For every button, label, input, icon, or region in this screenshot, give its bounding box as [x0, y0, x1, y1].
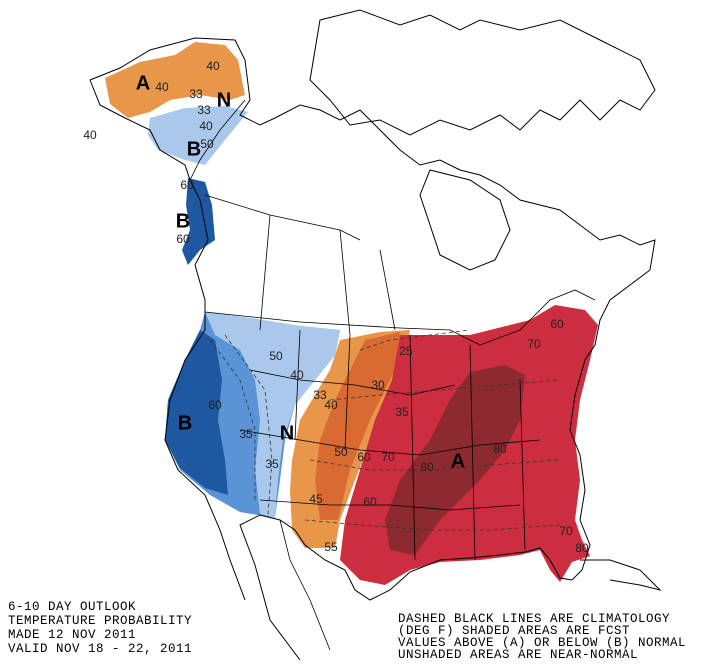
title-line: 6-10 DAY OUTLOOK	[8, 600, 136, 614]
contour-label: 70	[381, 450, 395, 464]
contour-label: 80	[493, 442, 507, 456]
coastline	[89, 37, 656, 661]
above-area	[105, 42, 245, 118]
contour-label: 35	[265, 457, 279, 471]
note-line: UNSHADED AREAS ARE NEAR-NORMAL	[398, 648, 638, 662]
contour-label: 80	[420, 460, 434, 474]
contour-label: 25	[399, 344, 413, 358]
above-area	[315, 332, 400, 520]
region-letters: A N B B B N A	[136, 72, 465, 472]
border	[239, 214, 541, 651]
contour-label: 70	[559, 524, 573, 538]
contour-label: 50	[334, 445, 348, 459]
contour-label: 33	[197, 103, 211, 117]
shaded-areas	[105, 42, 598, 585]
contour-label: 33	[313, 388, 327, 402]
contour-label: 40	[199, 119, 213, 133]
climatology-lines	[209, 329, 561, 531]
contour-label: 60	[180, 178, 194, 192]
title-line: MADE 12 NOV 2011	[8, 628, 136, 642]
contour-label: 60	[363, 495, 377, 509]
contour-label: 60	[550, 317, 564, 331]
below-area	[148, 106, 248, 165]
title-line: VALID NOV 18 - 22, 2011	[8, 642, 192, 656]
below-area	[205, 312, 340, 518]
contour-label: 40	[155, 80, 169, 94]
note-line: DASHED BLACK LINES ARE CLIMATOLOGY	[398, 612, 670, 626]
contour-label: 40	[83, 128, 97, 142]
title-block: 6-10 DAY OUTLOOK TEMPERATURE PROBABILITY…	[8, 600, 192, 656]
region-letter: B	[176, 210, 190, 232]
contour-label: 60	[176, 232, 190, 246]
coastline	[580, 559, 662, 591]
contour-label: 80	[575, 541, 589, 555]
region-letter: N	[280, 422, 294, 444]
contour-label: 60	[357, 450, 371, 464]
contour-label: 35	[395, 405, 409, 419]
contour-label: 35	[239, 427, 253, 441]
region-letter: B	[178, 412, 192, 434]
contour-label: 33	[189, 87, 203, 101]
note-line: VALUES ABOVE (A) OR BELOW (B) NORMAL	[398, 636, 686, 650]
map-outline	[89, 9, 662, 661]
contour-label: 60	[208, 398, 222, 412]
coastline	[89, 79, 246, 601]
notes-block: DASHED BLACK LINES ARE CLIMATOLOGY (DEG …	[398, 612, 686, 662]
contour-label: 45	[309, 492, 323, 506]
note-line: (DEG F) SHADED AREAS ARE FCST	[398, 624, 630, 638]
border	[189, 99, 246, 181]
contour-label: 50	[200, 137, 214, 151]
region-letter: B	[187, 138, 201, 160]
contour-label: 55	[324, 540, 338, 554]
contour-label: 30	[371, 378, 385, 392]
coastline	[419, 169, 511, 271]
title-line: TEMPERATURE PROBABILITY	[8, 614, 192, 628]
region-letter: A	[451, 450, 465, 472]
contour-label: 70	[527, 337, 541, 351]
region-letter: N	[217, 89, 231, 111]
contour-label: 40	[324, 398, 338, 412]
contour-label: 50	[269, 349, 283, 363]
coastline	[309, 9, 656, 136]
contour-label: 40	[206, 59, 220, 73]
region-letter: A	[136, 72, 150, 94]
border	[204, 194, 596, 346]
contour-label: 40	[290, 368, 304, 382]
